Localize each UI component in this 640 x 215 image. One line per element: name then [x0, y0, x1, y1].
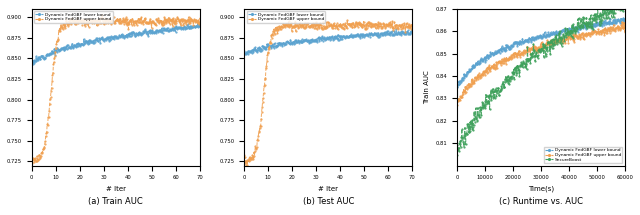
Y-axis label: Train AUC: Train AUC	[424, 70, 430, 104]
Legend: Dynamic FedGBF lower bound, Dynamic FedGBF upper bound: Dynamic FedGBF lower bound, Dynamic FedG…	[34, 11, 113, 23]
X-axis label: # Iter: # Iter	[106, 186, 125, 192]
X-axis label: Time(s): Time(s)	[527, 186, 554, 192]
Legend: Dynamic FedGBF lower bound, Dynamic FedGBF upper bound, SecureBoost: Dynamic FedGBF lower bound, Dynamic FedG…	[543, 147, 622, 163]
Legend: Dynamic FedGBF lower bound, Dynamic FedGBF upper bound: Dynamic FedGBF lower bound, Dynamic FedG…	[246, 11, 325, 23]
X-axis label: # Iter: # Iter	[318, 186, 338, 192]
Title: (c) Runtime vs. AUC: (c) Runtime vs. AUC	[499, 197, 583, 206]
Title: (b) Test AUC: (b) Test AUC	[303, 197, 354, 206]
Title: (a) Train AUC: (a) Train AUC	[88, 197, 143, 206]
